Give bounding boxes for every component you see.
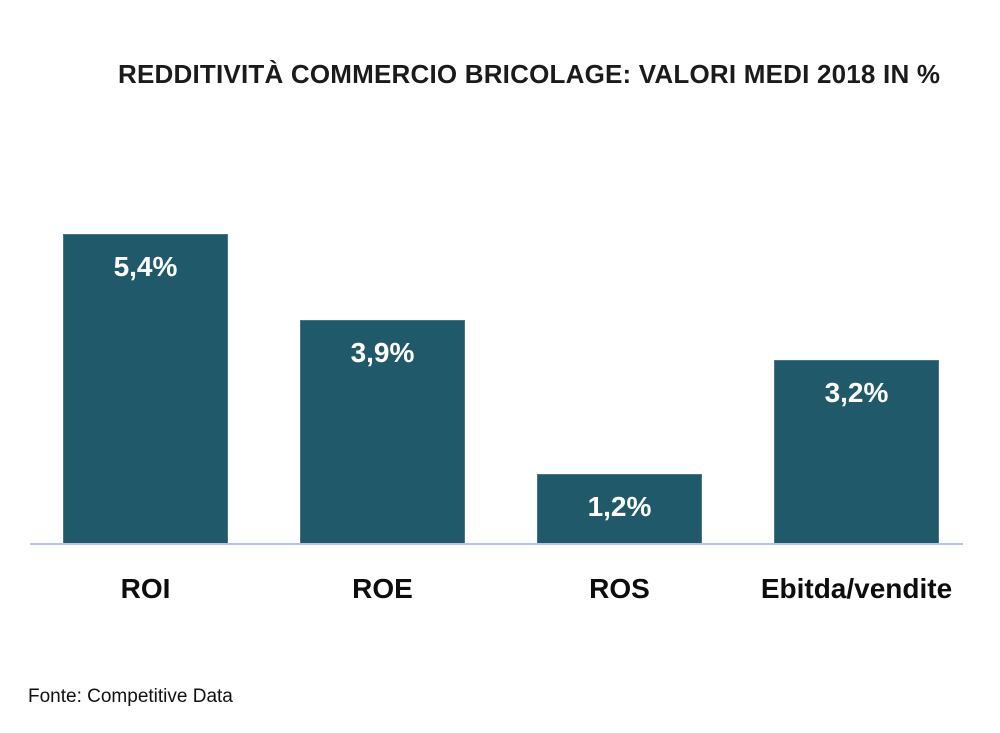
bar-roe: 3,9% [300, 320, 465, 543]
bar-value-label: 3,9% [350, 337, 415, 368]
source-note: Fonte: Competitive Data [28, 686, 233, 707]
x-axis-label-roe: ROE [352, 573, 413, 604]
bar-value-label: 3,2% [824, 377, 889, 408]
x-axis-label-ebitda-vendite: Ebitda/vendite [760, 573, 953, 604]
bar-roi: 5,4% [63, 234, 228, 543]
bar-value-label: 5,4% [113, 251, 178, 282]
bar-value-label: 1,2% [587, 491, 652, 522]
bar-ros: 1,2% [537, 474, 702, 543]
x-axis-label-ros: ROS [589, 573, 650, 604]
chart-title: REDDITIVITÀ COMMERCIO BRICOLAGE: VALORI … [118, 59, 941, 89]
x-axis-label-roi: ROI [120, 573, 171, 604]
bar-ebitda-vendite: 3,2% [774, 360, 939, 543]
x-axis-baseline [30, 543, 963, 545]
